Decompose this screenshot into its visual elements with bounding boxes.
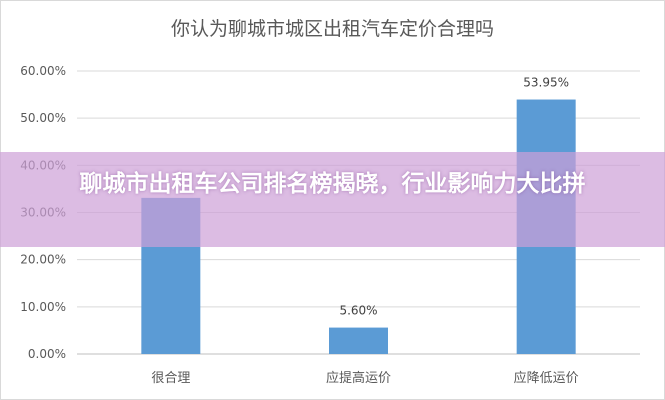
data-label: 5.60% bbox=[339, 304, 377, 318]
data-label: 53.95% bbox=[523, 76, 569, 90]
y-tick-label: 0.00% bbox=[28, 347, 66, 361]
y-tick-label: 60.00% bbox=[20, 64, 66, 78]
x-tick-label: 很合理 bbox=[151, 371, 190, 386]
chart-title: 你认为聊城市城区出租汽车定价合理吗 bbox=[170, 18, 494, 40]
x-tick-label: 应降低运价 bbox=[514, 370, 579, 386]
y-tick-label: 20.00% bbox=[20, 253, 66, 267]
y-tick-label: 10.00% bbox=[20, 300, 66, 314]
x-tick-label: 应提高运价 bbox=[326, 370, 391, 386]
overlay-headline: 聊城市出租车公司排名榜揭晓，行业影响力大比拼 bbox=[79, 171, 586, 197]
y-tick-label: 50.00% bbox=[20, 111, 66, 125]
bar bbox=[329, 327, 388, 354]
overlay-banner bbox=[0, 152, 665, 247]
